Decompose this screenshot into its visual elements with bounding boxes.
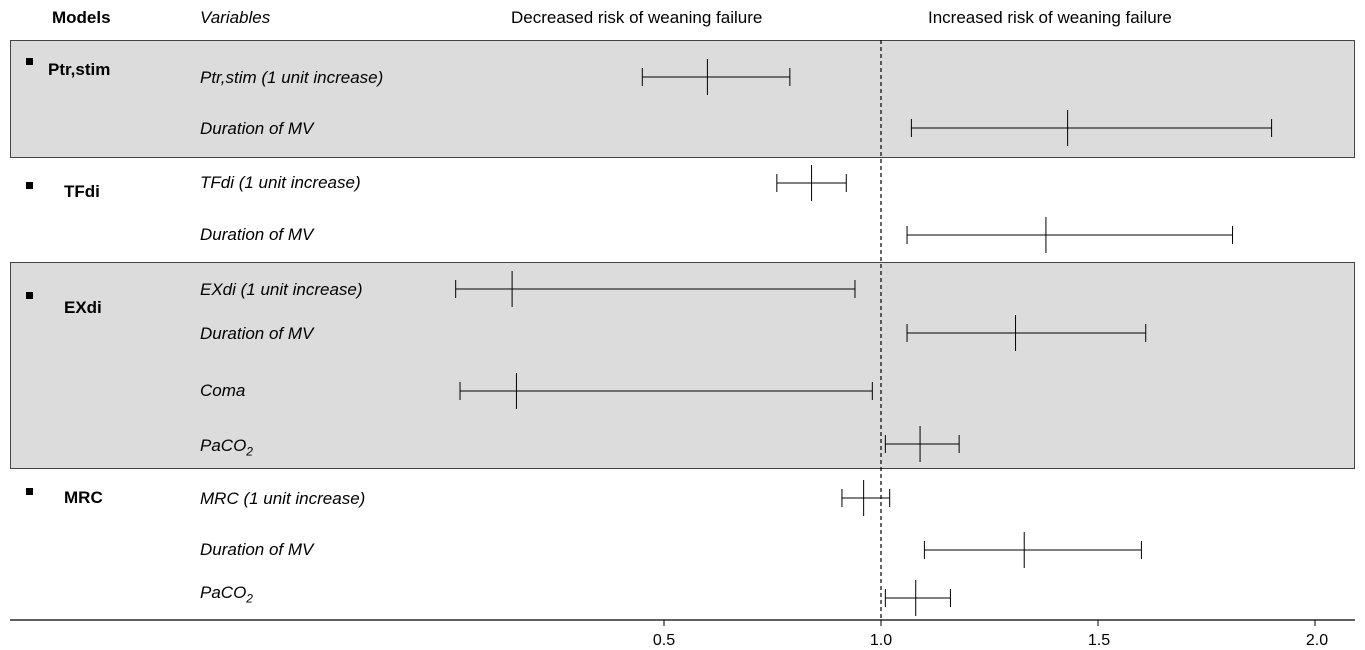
- header-models: Models: [52, 8, 111, 27]
- panel-exdi: [10, 262, 1355, 469]
- variable-label: Duration of MV: [200, 119, 314, 138]
- model-label-exdi: EXdi: [64, 298, 102, 317]
- x-tick-label: 2.0: [1305, 632, 1329, 649]
- variable-label: Ptr,stim (1 unit increase): [200, 68, 384, 87]
- variable-label: Duration of MV: [200, 540, 314, 559]
- variable-label: Coma: [200, 381, 246, 400]
- variable-label: Duration of MV: [200, 225, 314, 244]
- variable-label: Duration of MV: [200, 324, 314, 343]
- model-label-ptrstim: Ptr,stim: [48, 60, 111, 79]
- model-label-mrc: MRC: [64, 488, 103, 507]
- variable-label: PaCO2: [200, 583, 253, 606]
- variable-label: PaCO2: [200, 436, 253, 459]
- bullet-icon: [26, 488, 33, 495]
- header-variables: Variables: [200, 8, 271, 27]
- bullet-icon: [26, 292, 33, 299]
- header-increased-risk: Increased risk of weaning failure: [928, 8, 1172, 27]
- variable-label: EXdi (1 unit increase): [200, 280, 363, 299]
- bullet-icon: [26, 182, 33, 189]
- x-tick-label: 1.5: [1087, 632, 1111, 649]
- header-decreased-risk: Decreased risk of weaning failure: [511, 8, 763, 27]
- variable-label: MRC (1 unit increase): [200, 489, 366, 508]
- model-label-tfdi: TFdi: [64, 182, 100, 201]
- panel-ptrstim: [10, 40, 1355, 158]
- variable-label: TFdi (1 unit increase): [200, 173, 361, 192]
- x-tick-label: 1.0: [869, 632, 893, 649]
- x-tick-label: 0.5: [652, 632, 676, 649]
- bullet-icon: [26, 58, 33, 65]
